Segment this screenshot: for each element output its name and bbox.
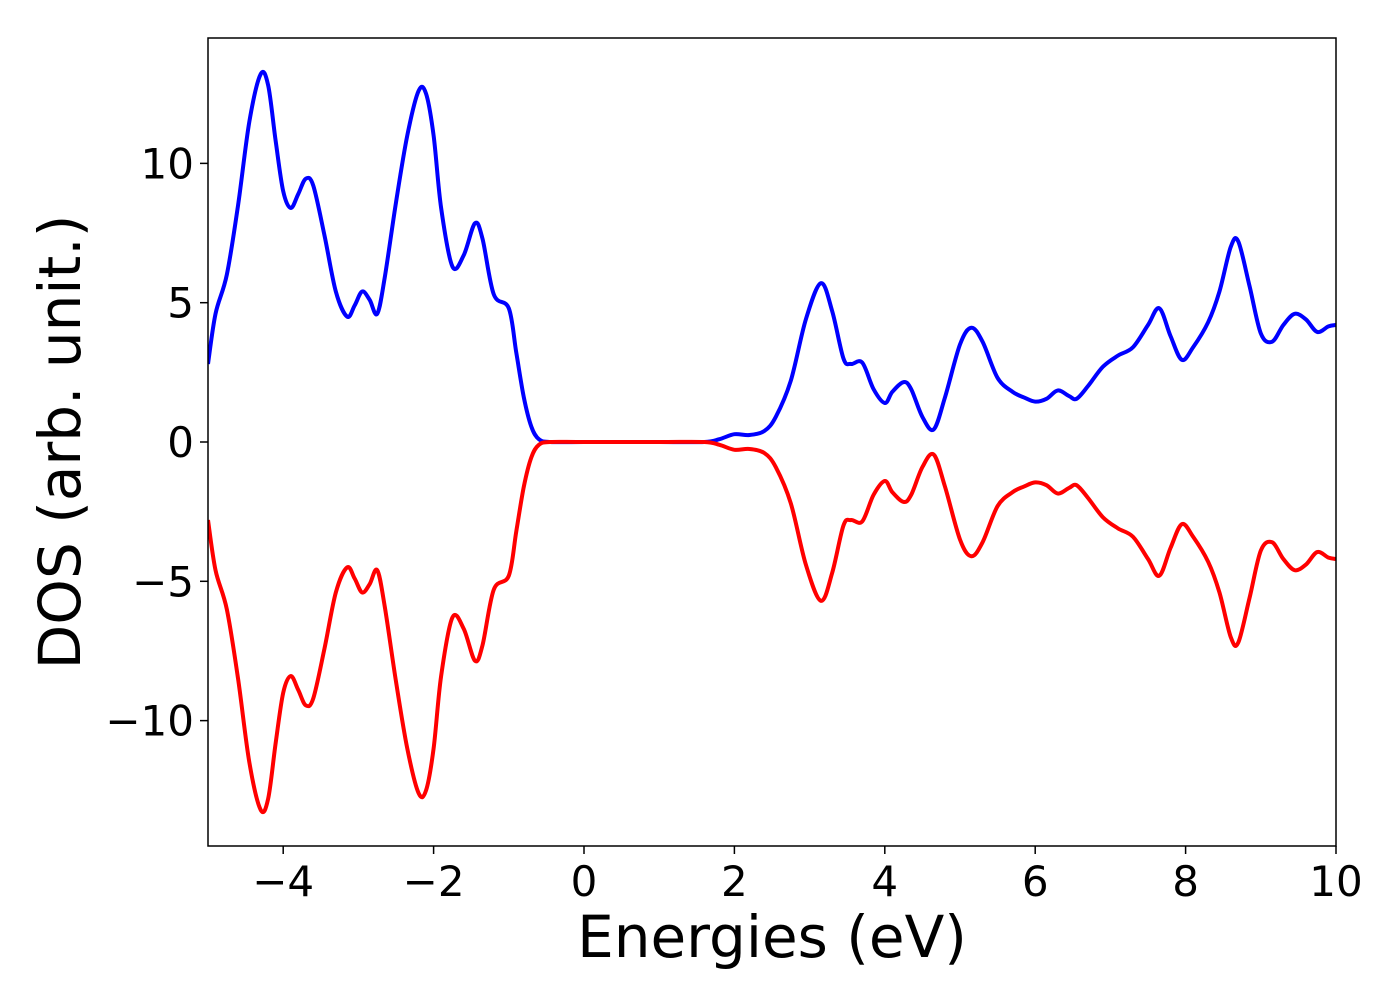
y-tick-label: 10 [141,139,194,188]
x-axis-ticks: −4 −2 0 2 4 6 8 10 [252,846,1363,906]
x-tick-label: −2 [403,857,465,906]
series-line-2 [208,439,1336,815]
x-tick-label: 6 [1022,857,1049,906]
x-tick-label: −4 [252,857,314,906]
x-tick-label: 4 [871,857,898,906]
series-layer [208,69,1336,815]
x-tick-label: 8 [1172,857,1199,906]
y-axis-ticks: 10 5 0 −5 −10 [105,139,208,746]
x-tick-label: 0 [571,857,598,906]
y-axis-label: DOS (arb. unit.) [26,215,94,670]
y-tick-label: −10 [105,697,194,746]
x-tick-label: 2 [721,857,748,906]
plot-frame [207,37,1337,847]
series-line-1 [208,69,1336,445]
y-tick-label: 0 [167,418,194,467]
y-tick-label: −5 [132,557,194,606]
y-tick-label: 5 [167,279,194,328]
x-tick-label: 10 [1309,857,1362,906]
x-axis-label: Energies (eV) [577,903,967,971]
